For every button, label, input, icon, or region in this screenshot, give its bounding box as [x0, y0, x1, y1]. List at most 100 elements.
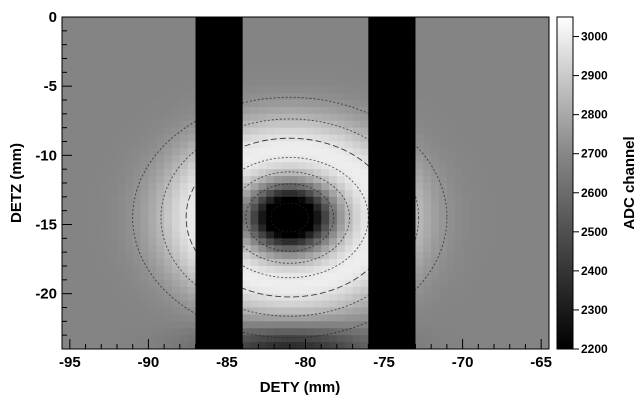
heatmap-cell	[313, 169, 322, 177]
heatmap-cell	[501, 321, 511, 329]
heatmap-cell	[462, 169, 472, 177]
heatmap-cell	[140, 245, 149, 253]
heatmap-cell	[258, 328, 267, 336]
heatmap-cell	[281, 328, 291, 336]
heatmap-cell	[336, 224, 346, 233]
heatmap-cell	[164, 196, 173, 205]
heatmap-cell	[321, 141, 330, 150]
heatmap-cell	[124, 266, 134, 274]
heatmap-cell	[478, 37, 487, 46]
heatmap-cell	[533, 210, 542, 219]
heatmap-cell	[423, 279, 432, 288]
heatmap-cell	[281, 259, 291, 267]
heatmap-cell	[242, 314, 252, 322]
heatmap-cell	[344, 58, 354, 67]
heatmap-cell	[132, 44, 142, 53]
heatmap-cell	[77, 51, 87, 60]
heatmap-cell	[470, 169, 479, 177]
heatmap-cell	[132, 100, 142, 108]
heatmap-cell	[509, 51, 519, 60]
heatmap-cell	[85, 307, 95, 316]
heatmap-cell	[329, 155, 338, 163]
heatmap-cell	[156, 65, 165, 73]
heatmap-cell	[478, 342, 487, 349]
heatmap-cell	[462, 196, 472, 205]
heatmap-cell	[541, 266, 549, 274]
heatmap-cell	[360, 196, 369, 205]
heatmap-cell	[297, 203, 307, 212]
heatmap-cell	[124, 106, 134, 115]
heatmap-cell	[274, 293, 283, 302]
heatmap-cell	[415, 72, 424, 80]
heatmap-cell	[274, 203, 283, 212]
heatmap-cell	[352, 58, 362, 67]
heatmap-cell	[494, 37, 503, 46]
heatmap-cell	[525, 58, 534, 67]
heatmap-cell	[148, 328, 157, 336]
heatmap-cell	[101, 23, 110, 32]
heatmap-cell	[439, 72, 448, 80]
heatmap-cell	[501, 224, 511, 233]
heatmap-cell	[478, 252, 487, 260]
heatmap-cell	[352, 231, 362, 239]
heatmap-cell	[501, 100, 511, 108]
heatmap-cell	[266, 321, 275, 329]
heatmap-cell	[431, 217, 440, 226]
heatmap-cell	[313, 176, 322, 184]
heatmap-cell	[274, 266, 283, 274]
heatmap-cell	[297, 100, 307, 108]
heatmap-cell	[187, 342, 197, 349]
heatmap-cell	[274, 79, 283, 87]
heatmap-cell	[85, 335, 95, 343]
heatmap-cell	[281, 100, 291, 108]
heatmap-cell	[109, 93, 118, 101]
heatmap-cell	[62, 44, 71, 53]
heatmap-cell	[171, 266, 181, 274]
heatmap-cell	[148, 86, 157, 94]
heatmap-cell	[77, 30, 87, 39]
heatmap-cell	[289, 217, 299, 226]
heatmap-cell	[533, 120, 542, 129]
heatmap-cell	[266, 210, 275, 219]
heatmap-cell	[541, 65, 549, 73]
heatmap-cell	[297, 148, 307, 156]
heatmap-cell	[533, 279, 542, 288]
heatmap-cell	[164, 183, 173, 191]
heatmap-cell	[313, 189, 322, 198]
heatmap-cell	[313, 183, 322, 191]
heatmap-cell	[344, 113, 354, 122]
heatmap-cell	[93, 183, 102, 191]
heatmap-cell	[85, 196, 95, 205]
heatmap-cell	[124, 23, 134, 32]
heatmap-cell	[116, 148, 126, 156]
heatmap-cell	[423, 266, 432, 274]
heatmap-cell	[360, 72, 369, 80]
heatmap-cell	[109, 259, 118, 267]
heatmap-cell	[274, 314, 283, 322]
heatmap-cell	[462, 183, 472, 191]
heatmap-cell	[148, 252, 157, 260]
heatmap-cell	[187, 203, 197, 212]
heatmap-cell	[454, 162, 464, 170]
heatmap-cell	[321, 210, 330, 219]
heatmap-cell	[93, 217, 102, 226]
heatmap-cell	[329, 100, 338, 108]
heatmap-cell	[344, 259, 354, 267]
heatmap-cell	[297, 210, 307, 219]
heatmap-cell	[289, 272, 299, 281]
heatmap-cell	[541, 58, 549, 67]
heatmap-cell	[533, 252, 542, 260]
heatmap-cell	[289, 189, 299, 198]
heatmap-cell	[164, 141, 173, 150]
heatmap-cell	[305, 189, 314, 198]
heatmap-cell	[501, 300, 511, 309]
heatmap-cell	[360, 266, 369, 274]
heatmap-cell	[446, 217, 456, 226]
heatmap-cell	[85, 120, 95, 129]
heatmap-cell	[415, 328, 424, 336]
heatmap-cell	[439, 58, 448, 67]
heatmap-cell	[69, 300, 79, 309]
heatmap-cell	[313, 210, 322, 219]
heatmap-cell	[501, 120, 511, 129]
heatmap-cell	[101, 266, 110, 274]
